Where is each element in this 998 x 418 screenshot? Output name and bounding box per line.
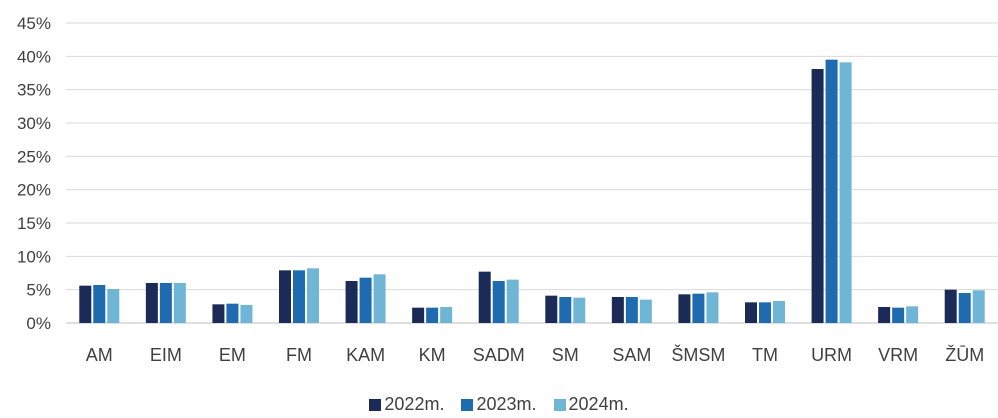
- y-tick-label: 35%: [17, 81, 51, 100]
- bar-SADM-2022m.: [478, 271, 491, 323]
- bar-ŽŪM-2024m.: [972, 290, 985, 323]
- y-axis-ticks: 0% 5% 10% 15% 20% 25% 30% 35% 40% 45%: [17, 14, 51, 333]
- bar-SAM-2023m.: [625, 297, 638, 323]
- bar-URM-2022m.: [811, 69, 824, 323]
- bar-chart: 0% 5% 10% 15% 20% 25% 30% 35% 40% 45% AM EIM EM FM KA…: [17, 14, 998, 365]
- legend-item-2023: 2023m.: [461, 394, 537, 415]
- bar-ŠMSM-2022m.: [678, 294, 691, 323]
- legend-swatch-2024: [553, 398, 566, 411]
- y-tick-label: 10%: [17, 247, 51, 266]
- x-tick-label: KAM: [346, 345, 385, 365]
- bar-SAM-2022m.: [611, 297, 624, 323]
- y-tick-label: 15%: [17, 214, 51, 233]
- bar-SAM-2024m.: [639, 299, 652, 323]
- bar-FM-2024m.: [307, 268, 319, 323]
- x-tick-label: EIM: [150, 345, 182, 365]
- x-tick-label: KM: [419, 345, 446, 365]
- legend-label-2024: 2024m.: [568, 394, 629, 414]
- bar-EIM-2022m.: [145, 283, 158, 323]
- bar-EIM-2023m.: [159, 283, 172, 323]
- x-tick-label: SADM: [473, 345, 525, 365]
- bar-EIM-2024m.: [173, 283, 186, 323]
- bar-SADM-2023m.: [492, 281, 505, 323]
- legend: 2022m. 2023m. 2024m.: [0, 394, 998, 416]
- bar-SM-2024m.: [573, 297, 586, 323]
- y-tick-label: 30%: [17, 114, 51, 133]
- legend-label-2022: 2022m.: [384, 394, 445, 414]
- bar-ŠMSM-2023m.: [692, 293, 705, 323]
- bars: [79, 59, 985, 324]
- bar-VRM-2024m.: [906, 306, 919, 323]
- bar-KM-2022m.: [412, 307, 425, 323]
- bar-URM-2023m.: [825, 59, 838, 324]
- x-tick-label: VRM: [878, 345, 918, 365]
- bar-VRM-2023m.: [892, 307, 905, 323]
- bar-VRM-2022m.: [878, 307, 891, 323]
- bar-SM-2023m.: [559, 297, 572, 323]
- x-tick-label: ŽŪM: [945, 345, 984, 365]
- bar-TM-2023m.: [759, 302, 771, 323]
- bar-KAM-2024m.: [373, 274, 386, 323]
- bar-FM-2023m.: [293, 270, 305, 323]
- x-tick-label: TM: [752, 345, 778, 365]
- y-tick-label: 0%: [26, 314, 51, 333]
- bar-TM-2024m.: [773, 301, 785, 323]
- bar-KM-2024m.: [440, 307, 453, 323]
- x-tick-label: SM: [552, 345, 579, 365]
- x-tick-label: SAM: [612, 345, 651, 365]
- bar-KM-2023m.: [426, 307, 439, 323]
- legend-item-2022: 2022m.: [369, 394, 444, 415]
- y-tick-label: 40%: [17, 47, 51, 66]
- y-tick-label: 5%: [26, 281, 51, 300]
- legend-swatch-2022: [369, 398, 382, 411]
- x-tick-label: URM: [811, 345, 852, 365]
- bar-AM-2024m.: [107, 289, 120, 323]
- bar-EM-2023m.: [226, 303, 239, 323]
- bar-ŽŪM-2023m.: [958, 293, 971, 323]
- y-tick-label: 45%: [17, 14, 51, 33]
- bar-AM-2023m.: [93, 285, 106, 323]
- bar-SM-2022m.: [545, 295, 558, 323]
- x-tick-label: AM: [86, 345, 113, 365]
- x-axis-ticks: AM EIM EM FM KAM KM SADM SM SAM ŠMSM TM URM VRM ŽŪM: [86, 344, 984, 365]
- legend-item-2024: 2024m.: [553, 394, 629, 415]
- bar-URM-2024m.: [839, 62, 852, 323]
- bar-KAM-2022m.: [345, 281, 358, 323]
- bar-ŠMSM-2024m.: [706, 292, 719, 323]
- bar-AM-2022m.: [79, 285, 92, 323]
- bar-EM-2022m.: [212, 304, 225, 323]
- bar-EM-2024m.: [240, 305, 253, 323]
- bar-FM-2022m.: [279, 270, 291, 323]
- x-tick-label: FM: [286, 345, 312, 365]
- legend-swatch-2023: [461, 398, 474, 411]
- gridlines: [66, 22, 998, 324]
- x-tick-label: ŠMSM: [671, 344, 725, 365]
- x-tick-label: EM: [219, 345, 246, 365]
- y-tick-label: 25%: [17, 147, 51, 166]
- bar-KAM-2023m.: [359, 277, 372, 323]
- y-tick-label: 20%: [17, 181, 51, 200]
- legend-label-2023: 2023m.: [476, 394, 537, 414]
- bar-ŽŪM-2022m.: [944, 289, 957, 323]
- bar-TM-2022m.: [745, 302, 757, 323]
- bar-SADM-2024m.: [506, 279, 519, 323]
